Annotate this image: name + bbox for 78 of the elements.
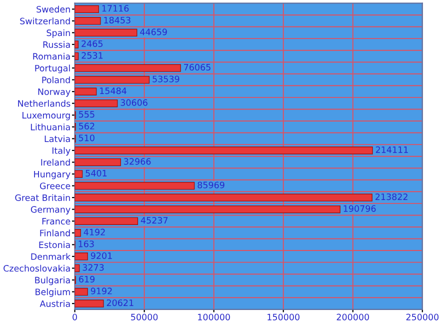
data-label: 15484	[100, 87, 126, 94]
bar	[74, 17, 101, 25]
y-tick-label: Russia	[43, 41, 70, 48]
y-tick-label: Czechoslovakia	[4, 264, 70, 272]
y-tick-label: Germany	[30, 206, 70, 214]
data-label: 85969	[198, 182, 224, 188]
y-tick-label: Hungary	[34, 170, 70, 180]
data-label: 510	[78, 134, 94, 142]
y-tick-label: Switzerland	[20, 18, 70, 24]
y-tick-label: Estonia	[39, 241, 70, 248]
data-label: 5401	[86, 170, 107, 177]
data-label: 619	[79, 276, 95, 283]
data-label: 214111	[376, 146, 408, 153]
x-tick-label: 200000	[336, 314, 369, 320]
data-label: 9201	[90, 252, 112, 259]
data-label: 3273	[82, 264, 104, 271]
y-tick-label: Great Britain	[15, 194, 70, 201]
bar	[74, 182, 195, 190]
y-tick-label: Poland	[42, 76, 70, 84]
y-tick-label: Latvia	[44, 135, 70, 142]
data-label: 2531	[82, 52, 103, 59]
data-label: 30606	[120, 99, 148, 106]
bar	[74, 99, 118, 108]
data-label: 9192	[90, 288, 112, 294]
data-label: 4192	[84, 228, 105, 236]
y-tick-label: Spain	[46, 29, 70, 38]
bar	[74, 40, 79, 48]
bar	[74, 252, 88, 260]
y-tick-label: Bulgaria	[35, 276, 70, 286]
bar	[74, 158, 121, 166]
y-tick-label: Lithuania	[30, 124, 70, 130]
data-label: 53539	[152, 76, 180, 82]
y-tick-label: Romania	[33, 52, 70, 60]
x-tick-label: 150000	[268, 314, 300, 320]
data-label: 555	[79, 111, 94, 118]
bar	[74, 64, 181, 72]
bar	[74, 146, 373, 154]
y-tick-label: Greece	[40, 182, 70, 190]
bar	[74, 300, 104, 308]
y-tick-label: Italy	[52, 147, 70, 156]
bar	[74, 5, 99, 14]
data-label: 76065	[184, 64, 210, 71]
data-label: 17116	[102, 5, 129, 12]
data-label: 190796	[344, 205, 376, 212]
bar	[74, 217, 138, 225]
y-tick-label: Austria	[40, 300, 70, 307]
y-tick-label: Belgium	[36, 288, 70, 297]
data-label: 163	[78, 240, 94, 248]
bar	[74, 28, 138, 37]
y-tick-label: Denmark	[31, 253, 71, 260]
y-tick-label: Finland	[40, 230, 70, 236]
data-label: 18453	[104, 16, 130, 24]
data-label: 45237	[140, 217, 168, 224]
y-tick-label: France	[42, 218, 70, 225]
data-label: 32966	[124, 158, 151, 165]
bar	[74, 170, 83, 178]
bar	[74, 205, 340, 214]
bar	[74, 194, 372, 202]
data-label: 2465	[82, 40, 103, 47]
x-tick-label: 50000	[131, 314, 158, 320]
y-tick-label: Portugal	[35, 64, 70, 74]
bar	[74, 76, 150, 84]
bar	[74, 288, 88, 296]
bar	[74, 228, 81, 237]
y-tick-label: Netherlands	[18, 100, 70, 107]
y-tick-label: Sweden	[36, 6, 70, 13]
data-label: 20621	[106, 299, 134, 306]
y-tick-label: Ireland	[41, 158, 70, 166]
bar	[74, 264, 80, 272]
data-label: 44659	[140, 28, 167, 36]
y-tick-label: Luxemourg	[22, 112, 70, 120]
x-tick-label: 250000	[406, 314, 439, 320]
data-label: 213822	[376, 193, 408, 200]
x-tick-label: 0	[72, 314, 78, 320]
x-tick-label: 100000	[198, 314, 230, 320]
y-tick-label: Norway	[38, 88, 70, 97]
bar	[74, 88, 97, 96]
data-label: 562	[79, 122, 94, 130]
